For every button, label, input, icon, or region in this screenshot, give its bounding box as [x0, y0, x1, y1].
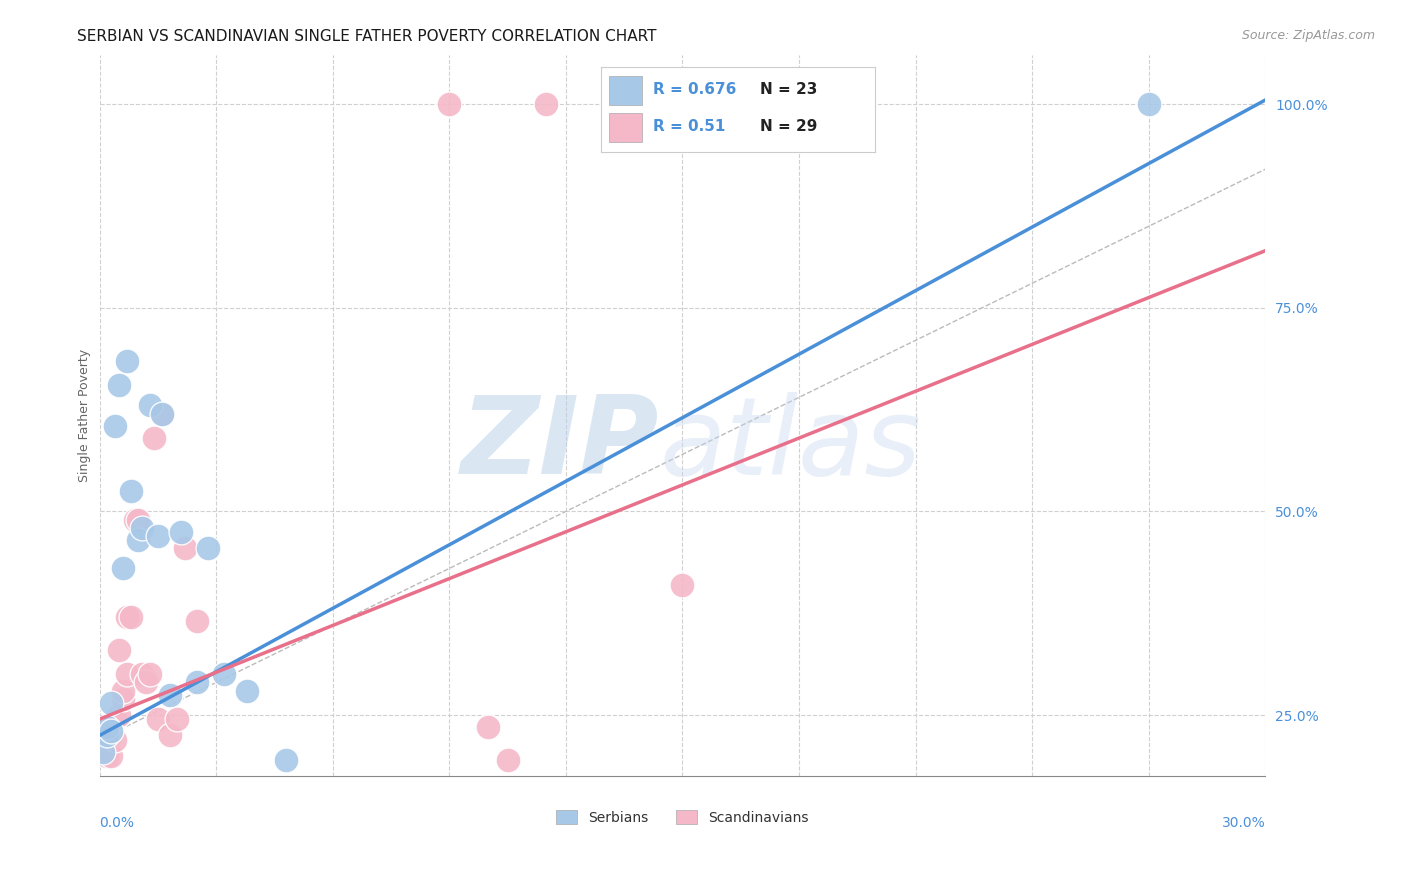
- Point: [212, 667, 235, 681]
- Point: [108, 643, 131, 657]
- Point: [108, 378, 131, 392]
- Point: [120, 483, 142, 498]
- Legend: Serbians, Scandinavians: Serbians, Scandinavians: [551, 805, 814, 830]
- Point: [166, 712, 188, 726]
- Point: [496, 753, 519, 767]
- Point: [1137, 97, 1160, 112]
- Point: [93, 740, 115, 755]
- Y-axis label: Single Father Poverty: Single Father Poverty: [79, 349, 91, 483]
- Point: [174, 541, 197, 555]
- Point: [139, 399, 162, 413]
- Point: [135, 675, 157, 690]
- Text: ZIP: ZIP: [461, 392, 659, 498]
- Point: [96, 720, 118, 734]
- Point: [115, 667, 138, 681]
- Point: [124, 512, 146, 526]
- Point: [139, 667, 162, 681]
- Point: [143, 431, 166, 445]
- Point: [127, 533, 149, 547]
- Point: [170, 524, 193, 539]
- Point: [186, 675, 208, 690]
- Point: [93, 745, 115, 759]
- Point: [115, 610, 138, 624]
- Point: [276, 753, 298, 767]
- Point: [96, 720, 118, 734]
- Text: atlas: atlas: [659, 392, 921, 497]
- Text: Source: ZipAtlas.com: Source: ZipAtlas.com: [1241, 29, 1375, 43]
- Point: [104, 418, 127, 433]
- Point: [159, 728, 181, 742]
- Point: [120, 610, 142, 624]
- Point: [96, 748, 118, 763]
- Text: SERBIAN VS SCANDINAVIAN SINGLE FATHER POVERTY CORRELATION CHART: SERBIAN VS SCANDINAVIAN SINGLE FATHER PO…: [77, 29, 657, 45]
- Point: [96, 728, 118, 742]
- Point: [150, 407, 173, 421]
- Point: [111, 683, 134, 698]
- Point: [111, 691, 134, 706]
- Point: [236, 683, 259, 698]
- Point: [100, 728, 122, 742]
- Point: [111, 561, 134, 575]
- Point: [150, 407, 173, 421]
- Point: [146, 712, 169, 726]
- Point: [100, 696, 122, 710]
- Point: [100, 724, 122, 739]
- Point: [131, 521, 153, 535]
- Point: [115, 353, 138, 368]
- Point: [104, 712, 127, 726]
- Point: [186, 615, 208, 629]
- Point: [671, 577, 693, 591]
- Point: [108, 708, 131, 723]
- Point: [536, 97, 558, 112]
- Point: [146, 529, 169, 543]
- Point: [104, 732, 127, 747]
- Point: [477, 720, 499, 734]
- Point: [197, 541, 219, 555]
- Text: 0.0%: 0.0%: [100, 816, 135, 830]
- Point: [100, 748, 122, 763]
- Point: [131, 667, 153, 681]
- Point: [127, 512, 149, 526]
- Point: [159, 688, 181, 702]
- Text: 30.0%: 30.0%: [1222, 816, 1265, 830]
- Point: [439, 97, 461, 112]
